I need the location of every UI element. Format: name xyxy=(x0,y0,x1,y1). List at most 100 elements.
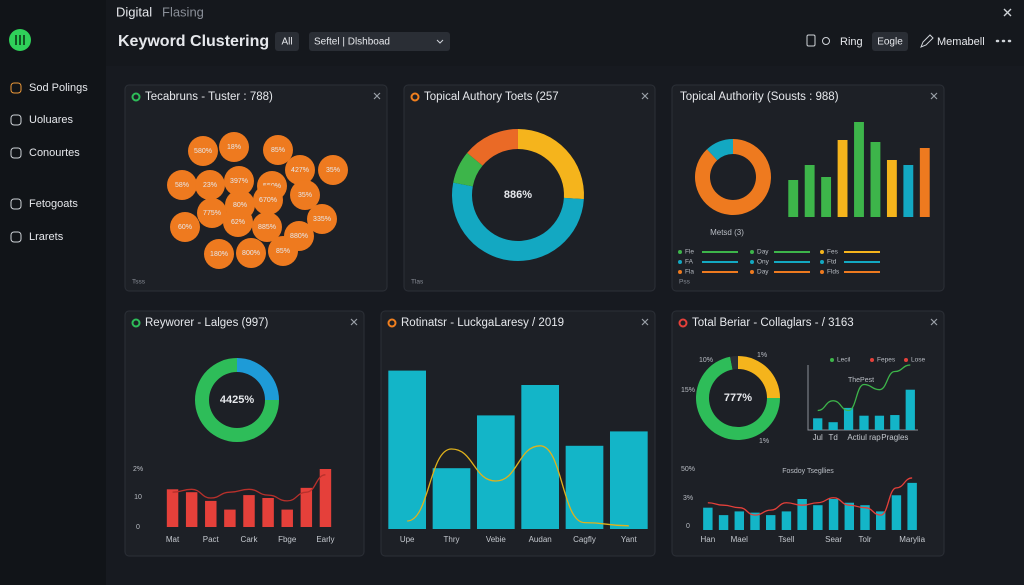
panel-expand[interactable] xyxy=(641,318,649,326)
panel-title: Topical Authority (Sousts : 988) xyxy=(680,91,839,103)
x-tick-label: Yant xyxy=(621,535,638,544)
panel-title: Rotinatsr - LuckgaLaresy / 2019 xyxy=(401,317,564,329)
bar xyxy=(766,515,776,530)
bar xyxy=(905,389,915,430)
bubble-label: 670% xyxy=(259,197,277,204)
bubble xyxy=(170,212,200,242)
x-tick-label: Early xyxy=(316,535,334,544)
y-tick-label: 10 xyxy=(134,494,142,501)
legend-swatch xyxy=(678,250,682,254)
topbar xyxy=(106,0,1024,66)
icon-device[interactable] xyxy=(806,34,816,47)
page-title: Keyword Clustering xyxy=(118,33,269,50)
menu-item[interactable]: Fetogoats xyxy=(29,198,78,210)
panel-note: Pss xyxy=(679,279,691,286)
bar xyxy=(804,165,815,217)
dropdown-chevron xyxy=(436,39,444,44)
action[interactable]: Ring xyxy=(840,36,863,48)
bubble xyxy=(224,166,254,196)
bar xyxy=(703,507,713,530)
bubble xyxy=(195,170,225,200)
bar xyxy=(476,415,515,529)
legend-label: Fle xyxy=(685,249,694,256)
x-tick-label: Mat xyxy=(166,535,180,544)
menu-item[interactable]: Sod Polings xyxy=(29,82,88,94)
bar xyxy=(262,498,274,527)
icon-close[interactable] xyxy=(1003,8,1012,17)
x-tick-label: Actiul rap xyxy=(847,433,881,442)
panel-expand[interactable] xyxy=(641,92,649,100)
donut-segment xyxy=(696,356,780,441)
filter-label: All xyxy=(281,37,292,48)
bar xyxy=(319,469,332,527)
menu-item[interactable]: Uoluares xyxy=(29,114,74,126)
bubble xyxy=(219,132,249,162)
bar xyxy=(432,468,471,529)
legend-label: Flds xyxy=(827,269,840,276)
bubble-label: 60% xyxy=(178,224,192,231)
x-tick-label: Mael xyxy=(731,535,749,544)
panel-expand[interactable] xyxy=(350,318,358,326)
donut-segment xyxy=(194,358,279,442)
legend-swatch xyxy=(750,260,754,264)
bubble-label: 35% xyxy=(326,167,340,174)
x-tick-label: Vebie xyxy=(486,535,507,544)
icon-edit[interactable] xyxy=(920,34,934,48)
bubble xyxy=(188,136,218,166)
legend-label: Day xyxy=(757,269,769,276)
line xyxy=(407,445,629,527)
action[interactable]: Memabell xyxy=(937,36,985,48)
dropdown-label: Seftel | Dlshboad xyxy=(314,37,390,48)
bubble xyxy=(197,198,227,228)
filter-chip[interactable] xyxy=(275,32,299,51)
bar xyxy=(750,512,760,530)
panel-expand[interactable] xyxy=(930,318,938,326)
donut-segment xyxy=(467,129,518,166)
panel-dot xyxy=(410,92,420,102)
bubble-label: 58% xyxy=(175,182,189,189)
x-tick-label: Fbge xyxy=(278,535,297,544)
icon-status[interactable] xyxy=(822,37,830,45)
bubble-label: 180% xyxy=(210,251,228,258)
panel-expand[interactable] xyxy=(373,92,381,100)
bubble-label: 85% xyxy=(276,248,290,255)
bubble xyxy=(290,180,320,210)
bar xyxy=(185,492,198,527)
x-tick-label: Tolr xyxy=(859,535,872,544)
bar xyxy=(860,505,870,530)
menu-icon xyxy=(10,82,22,94)
dropdown[interactable] xyxy=(309,32,450,51)
donut-center: 4425% xyxy=(220,394,254,406)
donut-center: 777% xyxy=(724,392,752,404)
bar xyxy=(891,495,902,530)
donut-segment xyxy=(453,152,483,187)
panel-expand[interactable] xyxy=(930,92,938,100)
panel-title: Reyworer - Lalges (997) xyxy=(145,317,269,329)
bubble-label: 18% xyxy=(227,144,241,151)
action-chip[interactable] xyxy=(872,32,908,51)
menu-item[interactable]: Conourtes xyxy=(29,147,80,159)
bubble xyxy=(252,212,282,242)
menu-item[interactable]: Lrarets xyxy=(29,231,64,243)
legend-swatch xyxy=(870,358,874,362)
bubble-label: 35% xyxy=(298,192,312,199)
donut-label: 1% xyxy=(757,352,767,359)
panel xyxy=(403,84,656,292)
app-name-secondary: Flasing xyxy=(162,4,204,19)
donut-label: 15% xyxy=(681,387,695,394)
line xyxy=(172,474,326,502)
bubble-label: 397% xyxy=(230,178,248,185)
bar xyxy=(874,415,885,430)
donut-segment xyxy=(738,356,780,398)
legend-swatch xyxy=(820,270,824,274)
donut-segment xyxy=(237,358,279,400)
bar xyxy=(788,180,799,217)
bar xyxy=(870,142,881,217)
bar xyxy=(876,511,886,530)
donut-segment xyxy=(706,139,733,161)
bubble xyxy=(263,135,293,165)
y-tick-label: 0 xyxy=(136,524,140,531)
bar xyxy=(565,445,604,529)
bar xyxy=(919,148,930,217)
